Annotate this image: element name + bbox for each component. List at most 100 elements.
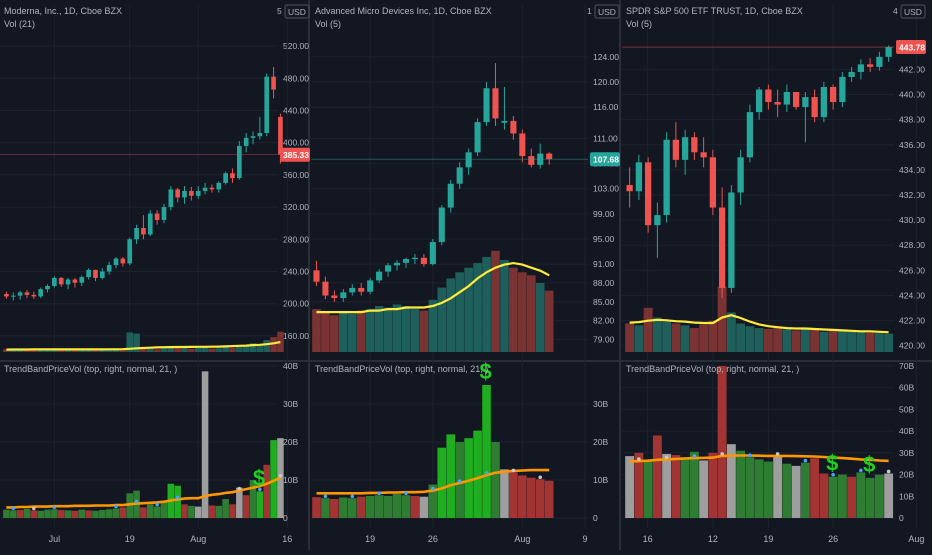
price-tick-label: 240.00 bbox=[283, 266, 309, 276]
volume-bar bbox=[229, 347, 236, 352]
band-trend-line bbox=[629, 454, 889, 463]
band-bar bbox=[837, 474, 847, 518]
candle-body bbox=[483, 88, 490, 123]
band-bar bbox=[708, 452, 718, 518]
price-tick-label: 280.00 bbox=[283, 234, 309, 244]
candle-body bbox=[626, 184, 633, 192]
currency-label: USD bbox=[904, 7, 922, 17]
band-tick-label: 0 bbox=[593, 513, 598, 523]
candle-body bbox=[10, 295, 16, 297]
candle-body bbox=[271, 76, 276, 90]
buy-signal-marker: $ bbox=[826, 451, 838, 476]
candle-body bbox=[465, 152, 472, 168]
volume-bar bbox=[763, 329, 773, 352]
band-bar bbox=[78, 509, 86, 518]
volume-bar bbox=[837, 331, 847, 352]
candle-body bbox=[113, 258, 119, 266]
candle-body bbox=[802, 97, 809, 108]
band-bar bbox=[680, 457, 690, 518]
price-tick-label: 434.00 bbox=[899, 165, 925, 175]
band-bar bbox=[160, 502, 168, 518]
candle-body bbox=[857, 64, 865, 72]
volume-ma-line bbox=[316, 261, 550, 314]
volume-bar bbox=[263, 340, 271, 352]
band-bar bbox=[865, 477, 875, 518]
price-tick-label: 95.00 bbox=[593, 234, 615, 244]
volume-bar bbox=[680, 325, 690, 352]
band-bar bbox=[374, 495, 384, 518]
band-bar bbox=[726, 444, 736, 518]
band-dot bbox=[52, 505, 57, 510]
band-bar bbox=[500, 469, 509, 518]
volume-bar bbox=[174, 348, 181, 352]
candle-body bbox=[236, 145, 242, 179]
band-bar bbox=[652, 435, 662, 518]
indicator-label: TrendBandPriceVol (top, right, normal, 2… bbox=[626, 364, 799, 374]
time-axis-label: 19 bbox=[763, 534, 773, 544]
volume-bar bbox=[160, 347, 168, 352]
candle-body bbox=[161, 207, 167, 220]
band-bar bbox=[401, 495, 411, 518]
price-tick-label: 360.00 bbox=[283, 170, 309, 180]
candle-body bbox=[718, 207, 726, 288]
band-bar bbox=[446, 434, 456, 518]
band-bar bbox=[16, 510, 24, 518]
currency-prefix: 5 bbox=[277, 6, 282, 16]
candle-body bbox=[663, 139, 670, 216]
band-bar bbox=[215, 505, 223, 518]
volume-bar bbox=[383, 307, 393, 352]
last-price-label: 107.68 bbox=[593, 155, 619, 165]
candle-body bbox=[72, 279, 78, 283]
volume-bar bbox=[428, 299, 438, 352]
band-bar bbox=[491, 442, 500, 518]
volume-bar bbox=[126, 332, 134, 352]
time-axis-label: 16 bbox=[282, 534, 292, 544]
volume-bar bbox=[726, 312, 736, 352]
volume-bar bbox=[256, 345, 264, 352]
candle-body bbox=[839, 76, 846, 103]
price-tick-label: 400.00 bbox=[283, 138, 309, 148]
volume-bar bbox=[44, 349, 51, 352]
volume-bar bbox=[736, 323, 746, 352]
time-axis-label: 19 bbox=[125, 534, 135, 544]
candle-body bbox=[456, 167, 463, 184]
band-tick-label: 70B bbox=[899, 361, 914, 371]
band-bar bbox=[339, 497, 348, 518]
band-bar bbox=[99, 510, 106, 518]
price-tick-label: 440.00 bbox=[899, 90, 925, 100]
candle-body bbox=[792, 92, 800, 108]
candle-body bbox=[182, 190, 187, 198]
band-tick-label: 30B bbox=[283, 399, 298, 409]
band-bar bbox=[392, 494, 402, 518]
volume-bar bbox=[410, 309, 420, 352]
band-dot bbox=[258, 487, 262, 492]
band-bar bbox=[643, 461, 653, 518]
volume-bar bbox=[208, 348, 216, 352]
price-tick-label: 432.00 bbox=[899, 190, 925, 200]
band-bar bbox=[884, 473, 894, 518]
band-tick-label: 50B bbox=[899, 404, 914, 414]
chart-title: SPDR S&P 500 ETF TRUST, 1D, Cboe BZX bbox=[626, 6, 803, 16]
band-bar bbox=[828, 476, 838, 518]
candle-body bbox=[783, 92, 791, 105]
band-bar bbox=[383, 495, 393, 518]
candle-body bbox=[86, 269, 91, 278]
price-tick-label: 438.00 bbox=[899, 115, 925, 125]
candle-body bbox=[644, 162, 652, 226]
band-bar bbox=[201, 371, 209, 518]
band-bar bbox=[64, 510, 72, 518]
band-bar bbox=[428, 484, 438, 518]
price-tick-label: 103.00 bbox=[593, 184, 619, 194]
price-tick-label: 442.00 bbox=[899, 64, 925, 74]
time-axis-label: Aug bbox=[190, 534, 206, 544]
candle-body bbox=[58, 277, 64, 285]
volume-bar bbox=[249, 343, 257, 352]
band-bar bbox=[194, 506, 202, 518]
candle-body bbox=[322, 281, 329, 296]
time-axis-label: Aug bbox=[514, 534, 530, 544]
candle-body bbox=[331, 295, 338, 298]
last-price-tag bbox=[896, 40, 926, 55]
currency-label: USD bbox=[598, 7, 616, 17]
band-dot bbox=[664, 455, 669, 460]
last-price-label: 385.33 bbox=[283, 150, 309, 160]
